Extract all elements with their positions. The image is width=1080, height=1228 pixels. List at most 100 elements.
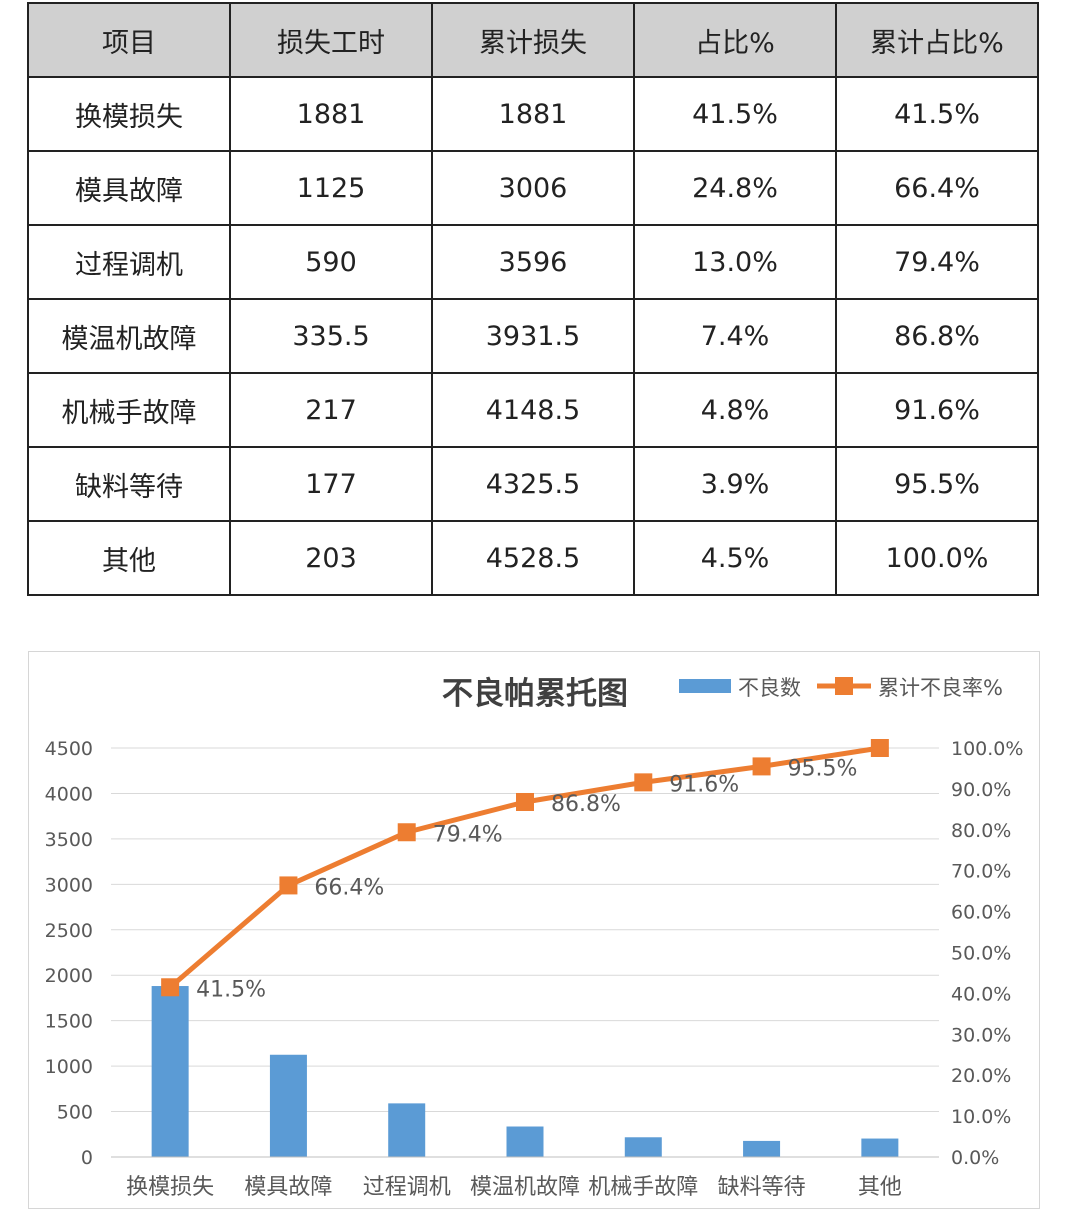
chart-title: 不良帕累托图 xyxy=(442,676,628,712)
table-cell: 机械手故障 xyxy=(27,372,231,448)
table-cell: 过程调机 xyxy=(27,224,231,300)
bar xyxy=(506,1126,544,1157)
table-cell: 3931.5 xyxy=(431,298,635,374)
table-cell: 203 xyxy=(229,520,433,596)
table-row: 模温机故障 335.5 3931.5 7.4% 86.8% xyxy=(27,298,1039,374)
bar xyxy=(151,986,189,1157)
table-cell: 1881 xyxy=(431,76,635,152)
x-tick-label: 模具故障 xyxy=(244,1175,332,1200)
y-left-tick-label: 1000 xyxy=(45,1056,93,1078)
y-right-tick-label: 0.0% xyxy=(951,1147,999,1169)
table-cell: 4528.5 xyxy=(431,520,635,596)
bar xyxy=(269,1054,307,1157)
y-right-tick-label: 60.0% xyxy=(951,902,1011,924)
table-cell: 模温机故障 xyxy=(27,298,231,374)
table-cell: 41.5% xyxy=(835,76,1039,152)
table-cell: 24.8% xyxy=(633,150,837,226)
table-row: 过程调机 590 3596 13.0% 79.4% xyxy=(27,224,1039,300)
table-cell: 4148.5 xyxy=(431,372,635,448)
line-marker xyxy=(397,823,416,842)
y-left-tick-label: 0 xyxy=(81,1147,93,1169)
y-left-tick-label: 4500 xyxy=(45,738,93,760)
table-row: 换模损失 1881 1881 41.5% 41.5% xyxy=(27,76,1039,152)
y-left-tick-label: 2500 xyxy=(45,920,93,942)
table-cell: 3.9% xyxy=(633,446,837,522)
y-left-tick-label: 4000 xyxy=(45,783,93,805)
table-cell: 4.5% xyxy=(633,520,837,596)
header-loss-hours: 损失工时 xyxy=(229,2,433,78)
y-right-tick-label: 20.0% xyxy=(951,1065,1011,1087)
data-label: 66.4% xyxy=(314,875,384,900)
table-cell: 41.5% xyxy=(633,76,837,152)
line-marker xyxy=(516,792,534,811)
line-marker xyxy=(752,757,771,776)
table-cell: 缺料等待 xyxy=(27,446,231,522)
table-cell: 177 xyxy=(229,446,433,522)
table-row: 模具故障 1125 3006 24.8% 66.4% xyxy=(27,150,1039,226)
line-marker xyxy=(870,739,889,757)
header-cumulative-loss: 累计损失 xyxy=(431,2,635,78)
x-tick-label: 模温机故障 xyxy=(470,1175,580,1200)
y-left-tick-label: 3500 xyxy=(45,829,93,851)
table-cell: 217 xyxy=(229,372,433,448)
table-row: 缺料等待 177 4325.5 3.9% 95.5% xyxy=(27,446,1039,522)
table-cell: 91.6% xyxy=(835,372,1039,448)
table-cell: 13.0% xyxy=(633,224,837,300)
table-cell: 66.4% xyxy=(835,150,1039,226)
data-label: 86.8% xyxy=(551,792,621,817)
table-cell: 3006 xyxy=(431,150,635,226)
table-cell: 95.5% xyxy=(835,446,1039,522)
table-cell: 4325.5 xyxy=(431,446,635,522)
table-cell: 其他 xyxy=(27,520,231,596)
data-label: 95.5% xyxy=(788,756,858,781)
y-left-tick-label: 500 xyxy=(57,1102,93,1124)
table-cell: 590 xyxy=(229,224,433,300)
table-cell: 3596 xyxy=(431,224,635,300)
table-cell: 1125 xyxy=(229,150,433,226)
y-right-tick-label: 30.0% xyxy=(951,1024,1011,1046)
bar xyxy=(388,1103,426,1157)
y-right-tick-label: 40.0% xyxy=(951,983,1011,1005)
y-right-tick-label: 90.0% xyxy=(951,779,1011,801)
data-label: 91.6% xyxy=(669,772,739,797)
table-cell: 86.8% xyxy=(835,298,1039,374)
legend-line-marker xyxy=(835,677,853,695)
table-cell: 100.0% xyxy=(835,520,1039,596)
bar xyxy=(743,1140,781,1157)
y-right-tick-label: 100.0% xyxy=(951,738,1023,760)
legend-bar-label: 不良数 xyxy=(738,676,801,700)
data-label: 79.4% xyxy=(433,822,503,847)
loss-hours-table: 项目 损失工时 累计损失 占比% 累计占比% 换模损失 1881 1881 41… xyxy=(27,2,1039,596)
y-right-tick-label: 10.0% xyxy=(951,1106,1011,1128)
table-header-row: 项目 损失工时 累计损失 占比% 累计占比% xyxy=(27,2,1039,78)
table-row: 其他 203 4528.5 4.5% 100.0% xyxy=(27,520,1039,596)
y-left-tick-label: 1500 xyxy=(45,1011,93,1033)
x-tick-label: 缺料等待 xyxy=(718,1175,806,1200)
bar xyxy=(624,1137,662,1157)
y-right-tick-label: 50.0% xyxy=(951,943,1011,965)
table-row: 机械手故障 217 4148.5 4.8% 91.6% xyxy=(27,372,1039,448)
pareto-chart-svg: 0 500 1000 1500 2000 2500 3000 3500 4000 4500 0.0%… xyxy=(45,676,1024,1200)
table-cell: 79.4% xyxy=(835,224,1039,300)
table-cell: 4.8% xyxy=(633,372,837,448)
x-tick-label: 换模损失 xyxy=(126,1175,214,1200)
header-percent: 占比% xyxy=(633,2,837,78)
legend-bar-swatch xyxy=(679,679,731,693)
y-left-tick-label: 3000 xyxy=(45,874,93,896)
table-cell: 模具故障 xyxy=(27,150,231,226)
x-tick-label: 其他 xyxy=(858,1175,902,1200)
header-item: 项目 xyxy=(27,2,231,78)
y-right-tick-label: 70.0% xyxy=(951,861,1011,883)
line-marker xyxy=(279,876,298,895)
table-cell: 1881 xyxy=(229,76,433,152)
y-right-tick-label: 80.0% xyxy=(951,820,1011,842)
pareto-chart: 0 500 1000 1500 2000 2500 3000 3500 4000 4500 0.0%… xyxy=(28,651,1040,1209)
x-tick-label: 机械手故障 xyxy=(588,1175,698,1200)
cumulative-line xyxy=(168,745,881,990)
y-left-tick-label: 2000 xyxy=(45,965,93,987)
bar xyxy=(861,1138,899,1157)
data-label: 41.5% xyxy=(196,977,266,1002)
table-cell: 7.4% xyxy=(633,298,837,374)
header-cumulative-percent: 累计占比% xyxy=(835,2,1039,78)
legend-line-label: 累计不良率% xyxy=(878,676,1003,700)
